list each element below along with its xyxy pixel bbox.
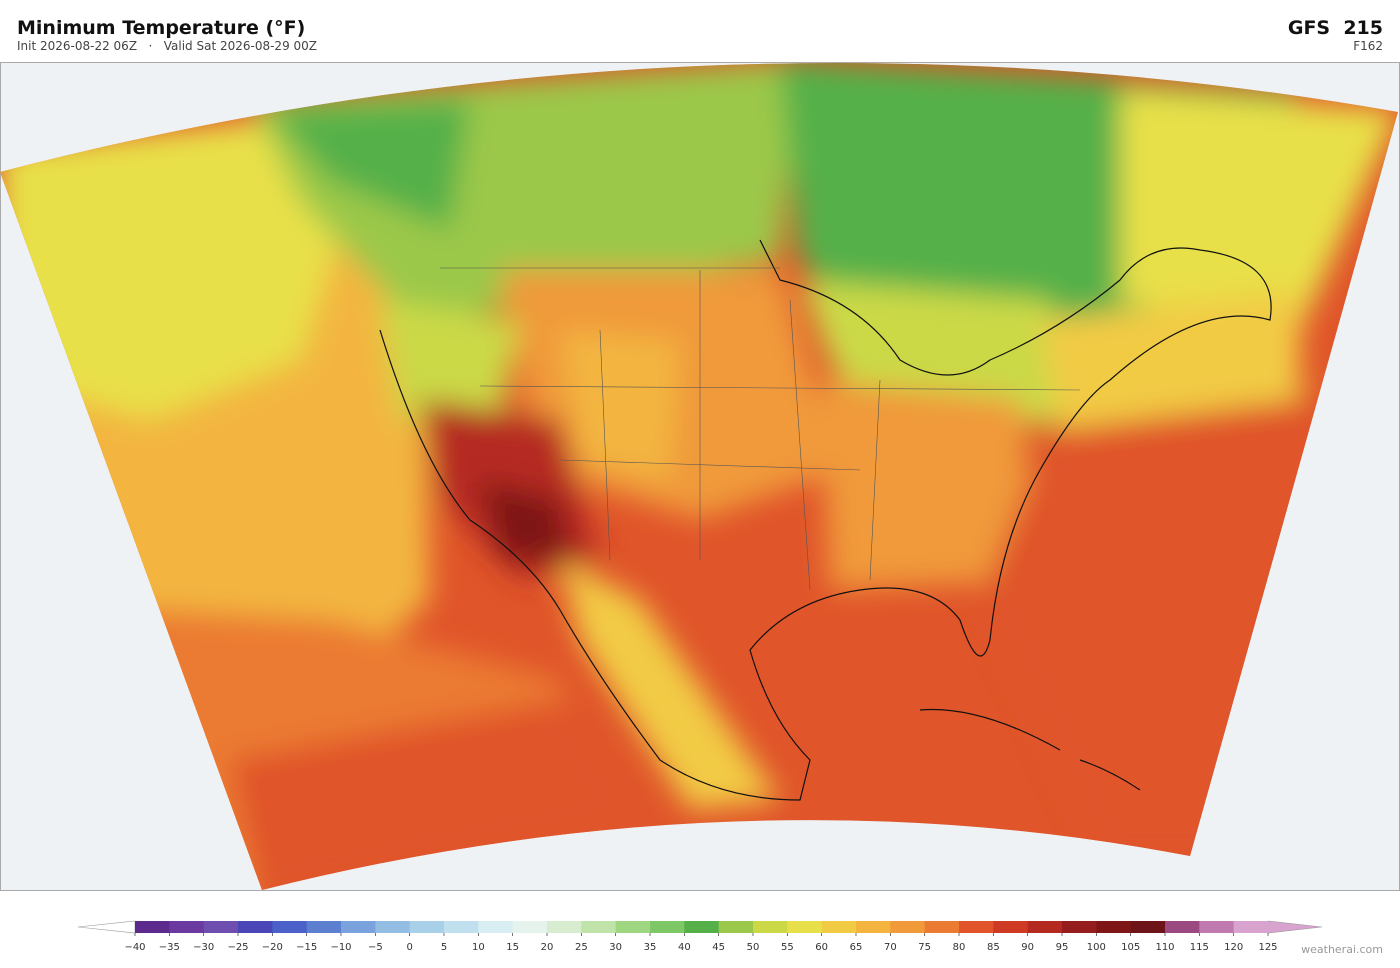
colorbar-swatch [444,921,479,933]
colorbar-swatch [1165,921,1200,933]
colorbar-tick-label: 95 [1056,942,1069,953]
borders [440,267,1081,591]
colorbar-tick-label: 125 [1258,942,1277,953]
colorbar: −40 −35 −30 −25 −20 −15 −10 −5 0 5 10 15 20 25 30 35 40 4… [77,920,1323,953]
colorbar-swatch [1062,921,1097,933]
colorbar-tick-label: 5 [441,942,447,953]
colorbar-tick-label: 30 [609,942,622,953]
colorbar-swatch [1096,921,1132,933]
colorbar-tick-label: 20 [541,942,554,953]
colorbar-swatch [753,921,788,933]
colorbar-under [77,920,136,934]
colorbar-swatch [856,921,891,933]
colorbar-tick-label: 115 [1190,942,1209,953]
colorbar-tick-label: 25 [575,942,588,953]
colorbar-tick-label: 85 [987,942,1000,953]
colorbar-tick-label: −10 [330,942,351,953]
colorbar-swatch [993,921,1029,933]
forecast-hour: F162 [1353,39,1383,53]
colorbar-swatch [306,921,342,933]
credit: weatherai.com [1301,943,1383,956]
colorbar-tick-label: 65 [850,942,863,953]
colorbar-tick-label: 110 [1155,942,1174,953]
colorbar-swatch [1130,921,1166,933]
colorbar-swatch [409,921,445,933]
colorbar-tick-label: −5 [368,942,383,953]
colorbar-tick-label: −20 [262,942,283,953]
colorbar-swatch [650,921,685,933]
colorbar-tick-label: 50 [747,942,760,953]
colorbar-swatch [684,921,720,933]
colorbar-tick-label: 90 [1021,942,1034,953]
colorbar-swatch [1199,921,1235,933]
title: Minimum Temperature (°F) [17,17,305,39]
colorbar-swatch [1233,921,1269,933]
colorbar-tick-label: −40 [124,942,145,953]
colorbar-tick-label: 10 [472,942,485,953]
colorbar-swatch [478,921,514,933]
colorbar-tick-label: 100 [1087,942,1106,953]
colorbar-tick-label: 120 [1224,942,1243,953]
colorbar-tick-label: −30 [193,942,214,953]
colorbar-swatch [890,921,926,933]
colorbar-swatch [272,921,308,933]
colorbar-swatch [547,921,582,933]
colorbar-swatch [169,921,205,933]
colorbar-tick-label: −35 [159,942,180,953]
colorbar-tick-label: 35 [644,942,657,953]
colorbar-tick-label: 45 [712,942,725,953]
colorbar-swatch [787,921,823,933]
subtitle: Init 2026-08-22 06Z · Valid Sat 2026-08-… [17,39,317,53]
colorbar-tick-label: 15 [506,942,519,953]
colorbar-swatch [821,921,857,933]
colorbar-tick-label: 40 [678,942,691,953]
colorbar-tick-label: −15 [296,942,317,953]
colorbar-swatch [718,921,754,933]
colorbar-swatch [341,921,376,933]
colorbar-tick-label: 70 [884,942,897,953]
colorbar-swatch [959,921,994,933]
colorbar-swatch [238,921,273,933]
island-coastline [919,708,1141,791]
colorbar-swatch [581,921,617,933]
colorbar-tick-label: 0 [406,942,412,953]
model: GFS 215 [1288,17,1383,39]
colorbar-swatch [203,921,239,933]
colorbar-swatch [1027,921,1063,933]
colorbar-tick-label: 80 [953,942,966,953]
coastline [379,239,1272,801]
colorbar-tick-label: −25 [227,942,248,953]
colorbar-swatch [135,921,170,933]
colorbar-tick-label: 75 [918,942,931,953]
colorbar-over [1267,920,1323,934]
colorbar-tick-label: 105 [1121,942,1140,953]
colorbar-tick-label: 60 [815,942,828,953]
colorbar-swatch [924,921,960,933]
colorbar-swatch [615,921,651,933]
colorbar-swatch [512,921,548,933]
colorbar-tick-label: 55 [781,942,794,953]
colorbar-swatch [375,921,411,933]
